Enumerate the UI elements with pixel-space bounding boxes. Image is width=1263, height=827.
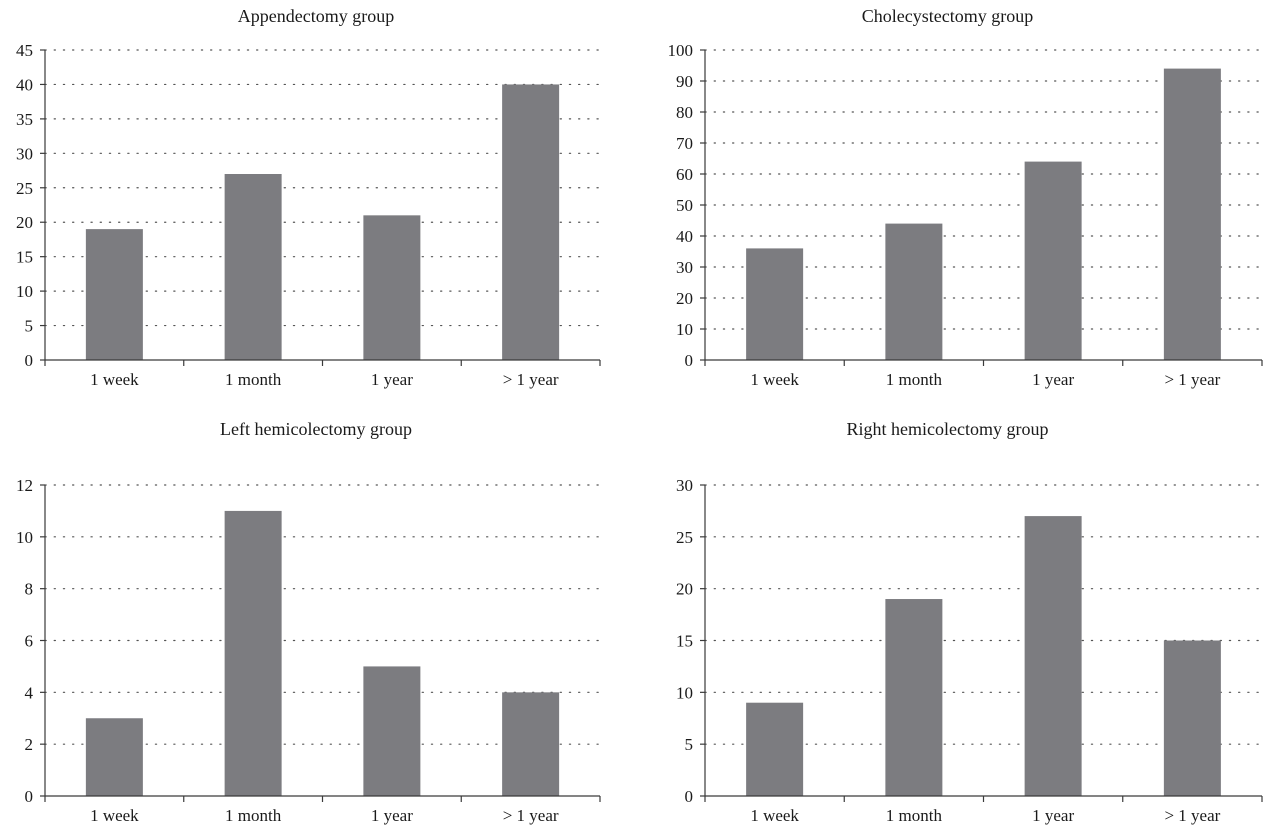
chart-panel-left-hemicolectomy: Left hemicolectomy group 0 2 4 6 8 10 12 1 week… bbox=[0, 413, 632, 827]
y-tick-label: 12 bbox=[16, 476, 33, 495]
bar--1-year bbox=[1163, 68, 1221, 360]
y-tick-label: 40 bbox=[16, 75, 33, 94]
y-tick-label: 8 bbox=[25, 580, 34, 599]
y-tick-label: 50 bbox=[676, 196, 693, 215]
bar-1-year bbox=[363, 215, 421, 360]
x-tick-label: > 1 year bbox=[503, 370, 559, 389]
y-tick-label: 0 bbox=[685, 351, 694, 370]
y-tick-label: 20 bbox=[16, 213, 33, 232]
bar-1-month bbox=[224, 510, 282, 796]
x-tick-label: 1 year bbox=[371, 806, 413, 825]
bar-1-month bbox=[224, 174, 282, 360]
x-tick-label: > 1 year bbox=[1164, 806, 1220, 825]
y-tick-label: 20 bbox=[676, 580, 693, 599]
x-tick-label: 1 year bbox=[371, 370, 413, 389]
y-tick-label: 20 bbox=[676, 289, 693, 308]
bar-1-week bbox=[85, 718, 143, 796]
y-tick-label: 90 bbox=[676, 72, 693, 91]
y-tick-label: 100 bbox=[668, 41, 694, 60]
bar-chart-cholecystectomy: 0 10 20 30 40 50 60 70 80 90 100 1 week 1 month 1 yea… bbox=[668, 41, 1263, 389]
y-tick-label: 10 bbox=[676, 683, 693, 702]
x-tick-label: 1 month bbox=[886, 806, 943, 825]
bar--1-year bbox=[502, 84, 560, 360]
bar-1-week bbox=[85, 229, 143, 360]
y-tick-label: 70 bbox=[676, 134, 693, 153]
chart-title: Left hemicolectomy group bbox=[220, 419, 412, 439]
x-tick-label: 1 week bbox=[750, 370, 799, 389]
y-tick-label: 30 bbox=[16, 144, 33, 163]
y-tick-label: 35 bbox=[16, 110, 33, 129]
bar-1-week bbox=[746, 702, 804, 796]
y-tick-label: 80 bbox=[676, 103, 693, 122]
x-tick-label: > 1 year bbox=[503, 806, 559, 825]
bar-1-year bbox=[1024, 161, 1082, 360]
y-tick-label: 15 bbox=[16, 248, 33, 267]
bar-chart-right-hemicolectomy: 0 5 10 15 20 25 30 1 week 1 month 1 year > 1 year bbox=[676, 476, 1263, 825]
bar-1-month bbox=[885, 599, 943, 796]
chart-panel-appendectomy: Appendectomy group 0 5 10 15 20 25 30 35 40 45 1 w… bbox=[0, 0, 632, 413]
bar-chart-appendectomy: 0 5 10 15 20 25 30 35 40 45 1 week 1 month 1 year > 1… bbox=[16, 41, 601, 389]
bar-1-week bbox=[746, 248, 804, 360]
bar-1-month bbox=[885, 223, 943, 360]
y-tick-label: 25 bbox=[16, 179, 33, 198]
y-tick-label: 5 bbox=[685, 735, 694, 754]
x-tick-label: 1 week bbox=[90, 806, 139, 825]
x-tick-label: 1 month bbox=[225, 806, 282, 825]
bar-1-year bbox=[363, 666, 421, 796]
bar--1-year bbox=[1163, 640, 1221, 796]
y-tick-label: 30 bbox=[676, 258, 693, 277]
y-tick-label: 60 bbox=[676, 165, 693, 184]
x-tick-label: 1 year bbox=[1032, 370, 1074, 389]
y-tick-label: 0 bbox=[25, 351, 34, 370]
y-tick-label: 30 bbox=[676, 476, 693, 495]
y-tick-label: 0 bbox=[25, 787, 34, 806]
chart-title: Cholecystectomy group bbox=[861, 6, 1034, 26]
chart-panel-right-hemicolectomy: Right hemicolectomy group 0 5 10 15 20 25 30 1 … bbox=[632, 413, 1263, 827]
y-tick-label: 2 bbox=[25, 735, 34, 754]
y-tick-label: 0 bbox=[685, 787, 694, 806]
x-tick-label: > 1 year bbox=[1164, 370, 1220, 389]
x-tick-label: 1 month bbox=[886, 370, 943, 389]
x-tick-label: 1 week bbox=[750, 806, 799, 825]
y-tick-label: 10 bbox=[16, 528, 33, 547]
bar-chart-left-hemicolectomy: 0 2 4 6 8 10 12 1 week 1 month 1 year > 1 year bbox=[16, 476, 601, 825]
bar-1-year bbox=[1024, 516, 1082, 796]
y-tick-label: 6 bbox=[25, 632, 34, 651]
y-tick-label: 15 bbox=[676, 632, 693, 651]
y-tick-label: 25 bbox=[676, 528, 693, 547]
y-tick-label: 4 bbox=[25, 683, 34, 702]
chart-panel-cholecystectomy: Cholecystectomy group 0 10 20 30 40 50 60 70 80 9… bbox=[632, 0, 1263, 413]
y-tick-label: 45 bbox=[16, 41, 33, 60]
y-tick-label: 40 bbox=[676, 227, 693, 246]
x-tick-label: 1 week bbox=[90, 370, 139, 389]
chart-title: Appendectomy group bbox=[237, 6, 395, 26]
bar--1-year bbox=[502, 692, 560, 796]
y-tick-label: 10 bbox=[676, 320, 693, 339]
x-tick-label: 1 month bbox=[225, 370, 282, 389]
y-tick-label: 5 bbox=[25, 317, 34, 336]
x-tick-label: 1 year bbox=[1032, 806, 1074, 825]
y-tick-label: 10 bbox=[16, 282, 33, 301]
chart-title: Right hemicolectomy group bbox=[846, 419, 1049, 439]
